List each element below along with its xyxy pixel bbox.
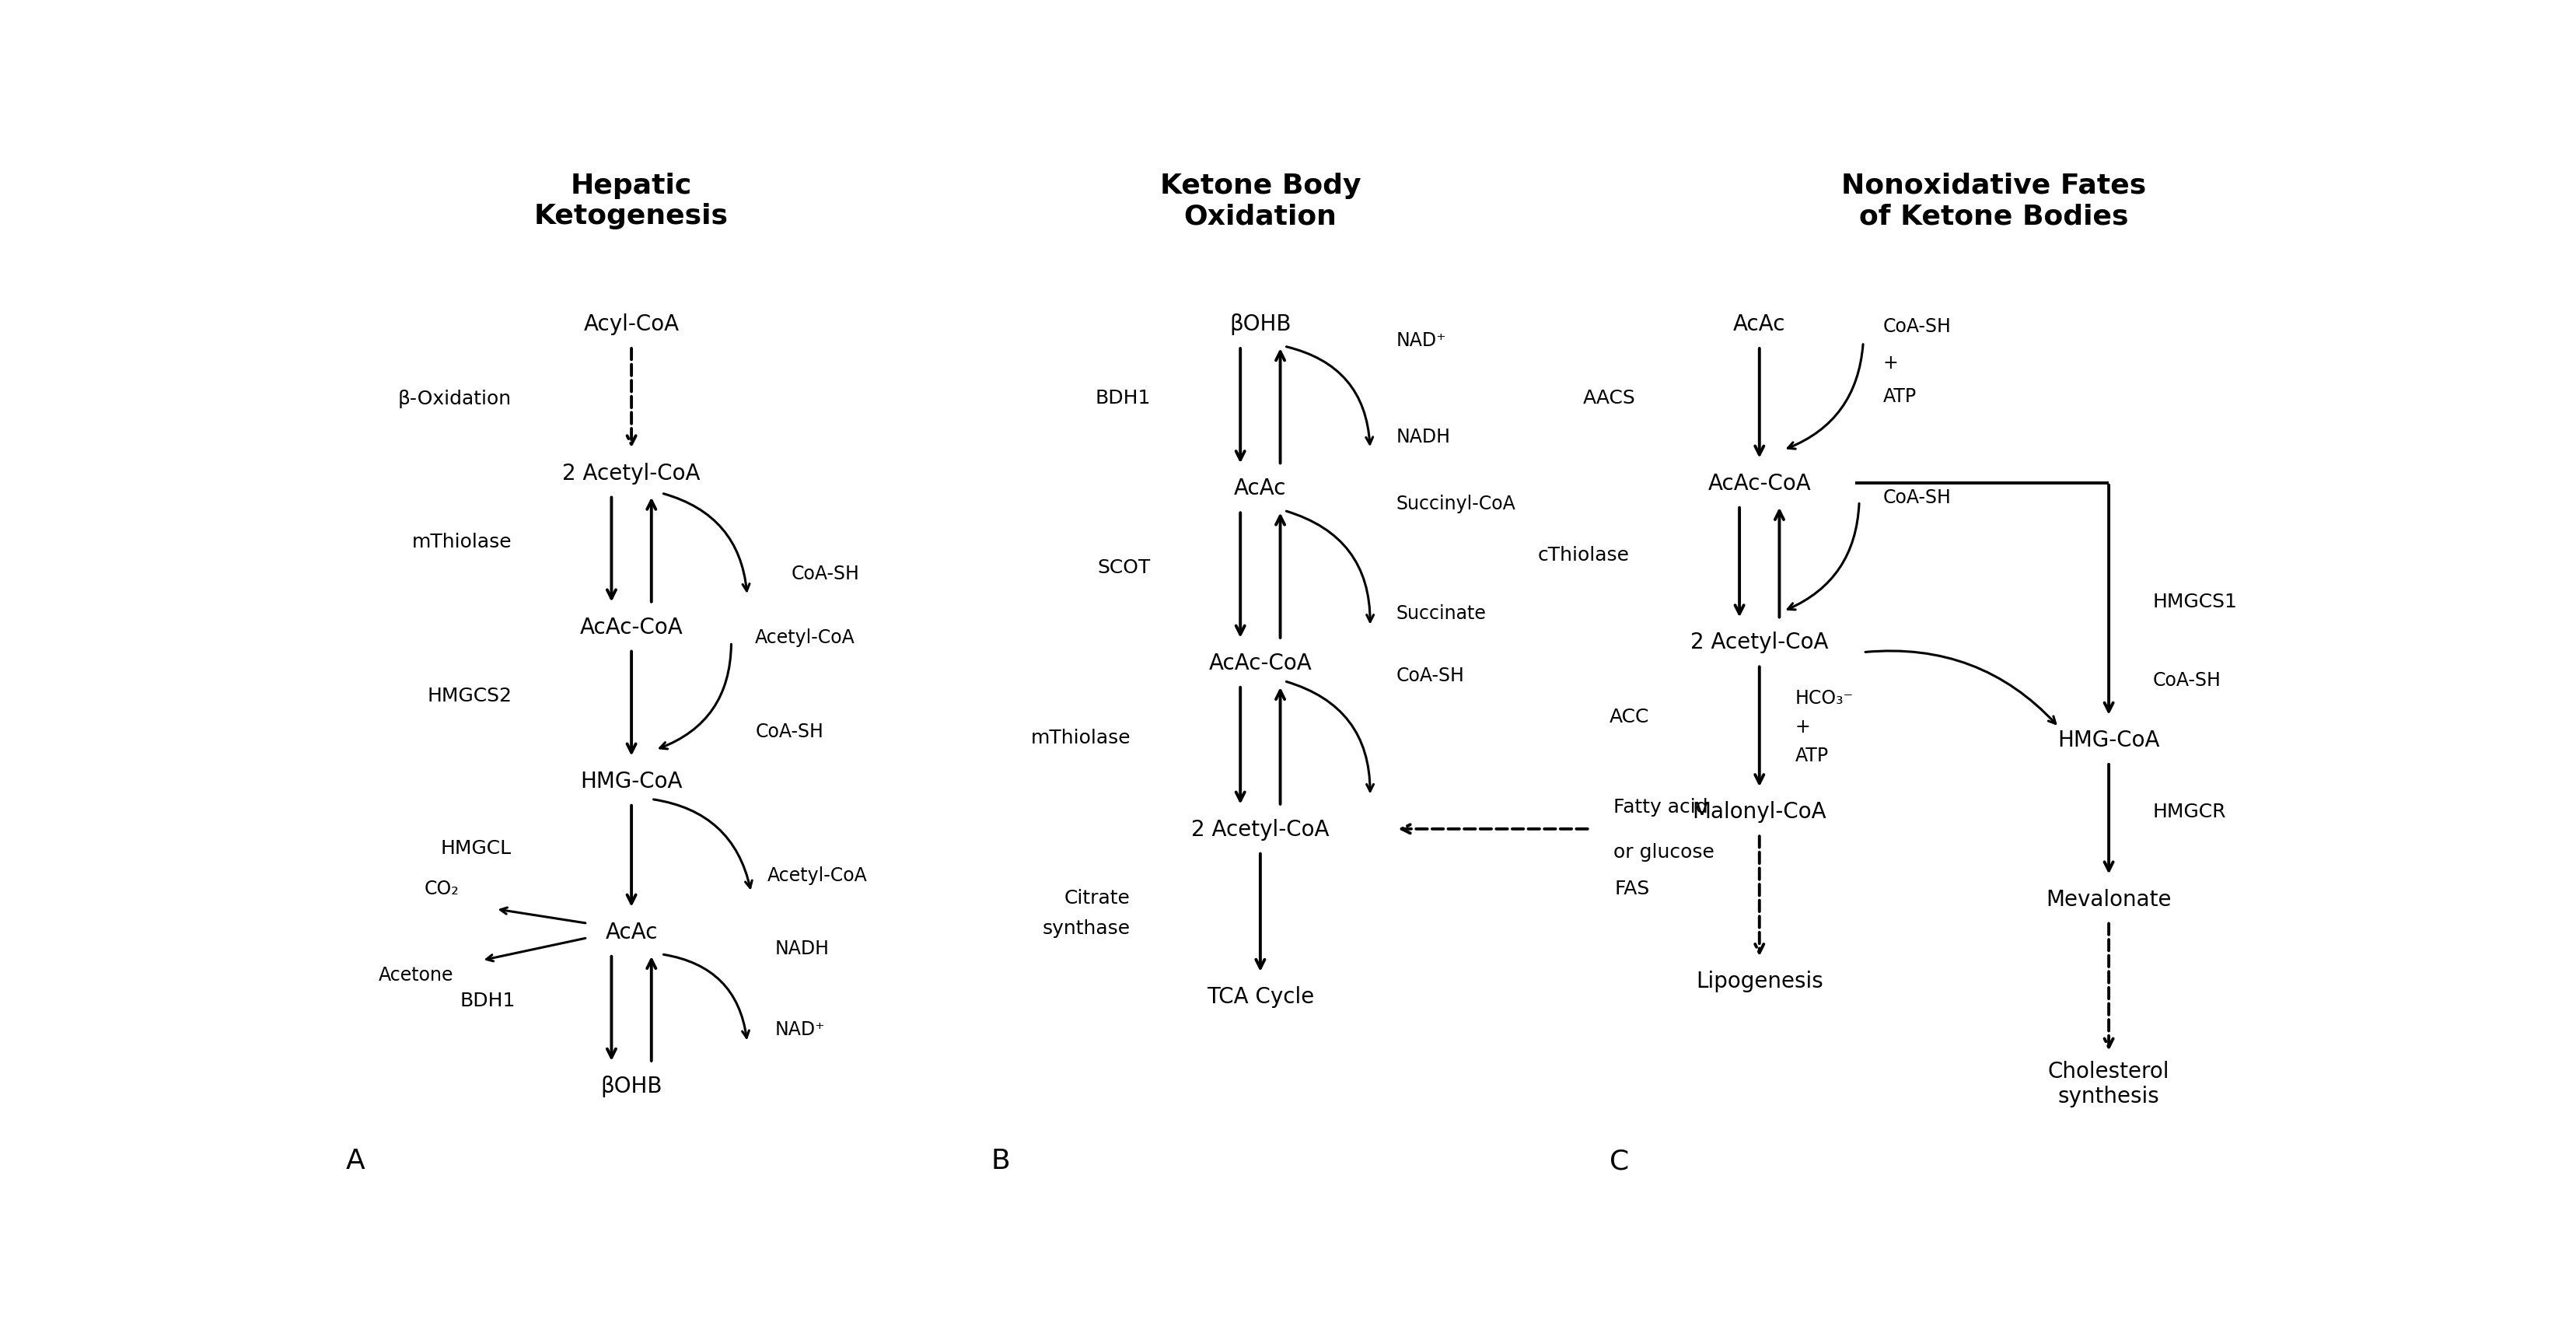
Text: +: + (1795, 717, 1811, 736)
Text: HMGCL: HMGCL (440, 838, 513, 857)
Text: ACC: ACC (1610, 708, 1649, 726)
Text: Nonoxidative Fates
of Ketone Bodies: Nonoxidative Fates of Ketone Bodies (1842, 172, 2146, 229)
Text: Acetyl-CoA: Acetyl-CoA (768, 866, 868, 885)
Text: HCO₃⁻: HCO₃⁻ (1795, 689, 1855, 708)
Text: HMG-CoA: HMG-CoA (2058, 729, 2159, 750)
Text: Succinate: Succinate (1396, 604, 1486, 623)
Text: Mevalonate: Mevalonate (2045, 888, 2172, 910)
Text: βOHB: βOHB (600, 1074, 662, 1097)
Text: Succinyl-CoA: Succinyl-CoA (1396, 495, 1515, 513)
Text: 2 Acetyl-CoA: 2 Acetyl-CoA (562, 463, 701, 484)
Text: AcAc: AcAc (605, 921, 657, 942)
Text: NAD⁺: NAD⁺ (1396, 332, 1445, 351)
Text: Ketone Body
Oxidation: Ketone Body Oxidation (1159, 172, 1360, 229)
Text: AcAc: AcAc (1234, 477, 1285, 500)
Text: Lipogenesis: Lipogenesis (1695, 970, 1824, 992)
Text: Acetyl-CoA: Acetyl-CoA (755, 628, 855, 647)
Text: cThiolase: cThiolase (1538, 545, 1631, 564)
Text: mThiolase: mThiolase (412, 532, 513, 551)
Text: CoA-SH: CoA-SH (791, 564, 860, 583)
Text: NAD⁺: NAD⁺ (775, 1020, 824, 1038)
Text: TCA Cycle: TCA Cycle (1206, 985, 1314, 1008)
Text: BDH1: BDH1 (1095, 389, 1151, 408)
Text: AcAc: AcAc (1734, 313, 1785, 335)
Text: mThiolase: mThiolase (1030, 729, 1131, 748)
Text: 2 Acetyl-CoA: 2 Acetyl-CoA (1190, 818, 1329, 840)
Text: Malonyl-CoA: Malonyl-CoA (1692, 801, 1826, 822)
Text: CoA-SH: CoA-SH (755, 722, 824, 741)
Text: AcAc-CoA: AcAc-CoA (1708, 472, 1811, 495)
Text: A: A (345, 1148, 366, 1174)
Text: Acetone: Acetone (379, 965, 453, 984)
Text: AcAc-CoA: AcAc-CoA (1208, 652, 1311, 673)
Text: or glucose: or glucose (1613, 842, 1716, 861)
Text: NADH: NADH (775, 938, 829, 957)
Text: synthase: synthase (1043, 918, 1131, 937)
Text: CoA-SH: CoA-SH (1396, 666, 1463, 685)
Text: +: + (1883, 353, 1899, 372)
Text: β-Oxidation: β-Oxidation (399, 389, 513, 408)
Text: ATP: ATP (1883, 387, 1917, 405)
Text: FAS: FAS (1615, 878, 1649, 897)
Text: HMGCS1: HMGCS1 (2154, 592, 2239, 611)
Text: ATP: ATP (1795, 746, 1829, 765)
Text: NADH: NADH (1396, 428, 1450, 447)
Text: Fatty acid: Fatty acid (1613, 797, 1708, 816)
Text: HMG-CoA: HMG-CoA (580, 770, 683, 792)
Text: AcAc-CoA: AcAc-CoA (580, 616, 683, 639)
Text: B: B (992, 1148, 1010, 1174)
Text: BDH1: BDH1 (461, 992, 515, 1010)
Text: Hepatic
Ketogenesis: Hepatic Ketogenesis (533, 172, 729, 229)
Text: CO₂: CO₂ (425, 880, 459, 898)
Text: Cholesterol
synthesis: Cholesterol synthesis (2048, 1060, 2169, 1108)
Text: HMGCR: HMGCR (2154, 802, 2226, 821)
Text: CoA-SH: CoA-SH (1883, 317, 1953, 336)
Text: AACS: AACS (1584, 388, 1636, 407)
Text: HMGCS2: HMGCS2 (428, 686, 513, 705)
Text: Citrate: Citrate (1064, 888, 1131, 906)
Text: Acyl-CoA: Acyl-CoA (585, 313, 680, 335)
Text: 2 Acetyl-CoA: 2 Acetyl-CoA (1690, 632, 1829, 653)
Text: βOHB: βOHB (1229, 313, 1291, 335)
Text: CoA-SH: CoA-SH (1883, 488, 1953, 507)
Text: SCOT: SCOT (1097, 559, 1151, 577)
Text: CoA-SH: CoA-SH (2154, 670, 2221, 689)
Text: C: C (1610, 1148, 1628, 1174)
